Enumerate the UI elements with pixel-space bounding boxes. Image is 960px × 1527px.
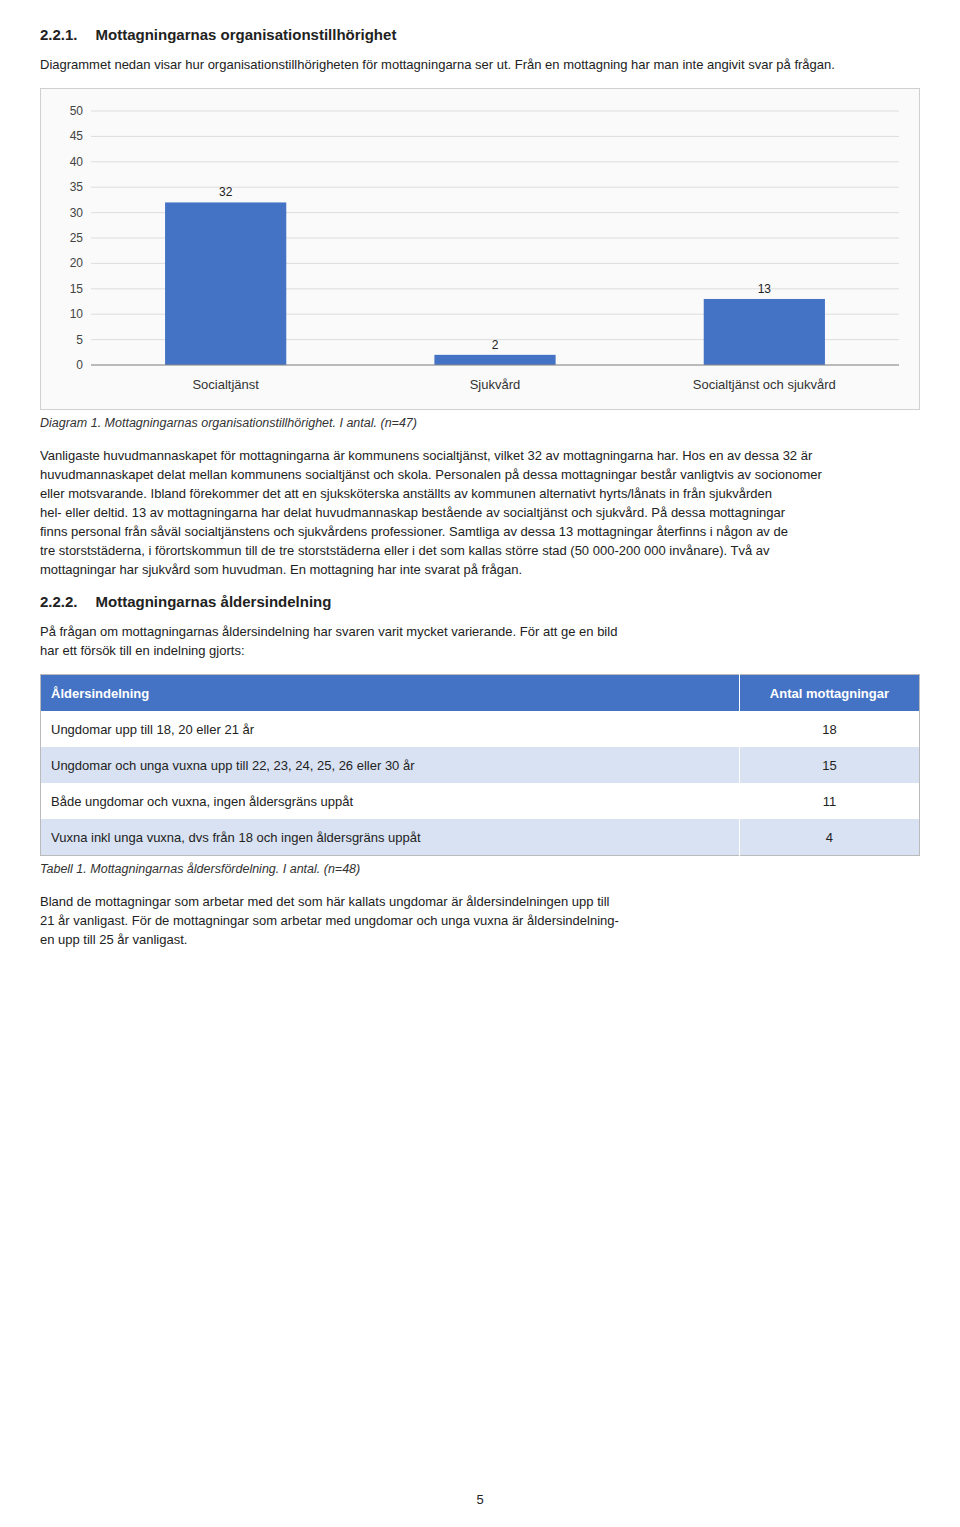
y-tick-label: 40 bbox=[70, 155, 84, 169]
grid bbox=[91, 111, 899, 365]
intro-paragraph: På frågan om mottagningarnas åldersindel… bbox=[40, 622, 920, 660]
text-line: Bland de mottagningar som arbetar med de… bbox=[40, 892, 920, 911]
body-paragraph: Vanligaste huvudmannaskapet för mottagni… bbox=[40, 446, 920, 579]
y-tick-label: 35 bbox=[70, 180, 84, 194]
table-cell: Ungdomar upp till 18, 20 eller 21 år bbox=[41, 711, 740, 747]
chart-box: 0 5 10 15 20 25 30 35 40 45 50 32 2 13 Socialtjänst Sju… bbox=[40, 88, 920, 410]
y-tick-label: 5 bbox=[76, 333, 83, 347]
data-label: 13 bbox=[758, 282, 772, 296]
text-line: På frågan om mottagningarnas åldersindel… bbox=[40, 622, 920, 641]
body-paragraph: Bland de mottagningar som arbetar med de… bbox=[40, 892, 920, 949]
text-line: tre storststäderna, i förortskommun till… bbox=[40, 541, 920, 560]
age-table: ÅldersindelningAntal mottagningarUngdoma… bbox=[40, 674, 920, 856]
page: 2.2.1. Mottagningarnas organisationstillh… bbox=[0, 0, 960, 1527]
text-line: hel- eller deltid. 13 av mottagningarna … bbox=[40, 503, 920, 522]
text-line: eller motsvarande. Ibland förekommer det… bbox=[40, 484, 920, 503]
data-label: 32 bbox=[219, 185, 233, 199]
bar-chart: 0 5 10 15 20 25 30 35 40 45 50 32 2 13 Socialtjänst Sju… bbox=[41, 89, 919, 409]
heading-part: 2.2.2. bbox=[40, 593, 78, 610]
y-tick-label: 20 bbox=[70, 256, 84, 270]
table-head: ÅldersindelningAntal mottagningar bbox=[41, 675, 920, 712]
text-line: har ett försök till en indelning gjorts: bbox=[40, 641, 920, 660]
section-heading: 2.2.1. Mottagningarnas organisationstillh… bbox=[40, 26, 920, 43]
text-line: finns personal från såväl socialtjänsten… bbox=[40, 522, 920, 541]
table-cell: Vuxna inkl unga vuxna, dvs från 18 och i… bbox=[41, 819, 740, 856]
x-tick-label: Socialtjänst bbox=[192, 377, 259, 392]
table-row: Ungdomar upp till 18, 20 eller 21 år18 bbox=[41, 711, 920, 747]
table-row: Ungdomar och unga vuxna upp till 22, 23,… bbox=[41, 747, 920, 783]
heading-part: 2.2.1. bbox=[40, 26, 78, 43]
text-line: mottagningar har sjukvård som huvudman. … bbox=[40, 560, 920, 579]
table-cell: 18 bbox=[739, 711, 919, 747]
data-label: 2 bbox=[492, 338, 499, 352]
table-row: Både ungdomar och vuxna, ingen åldersgrä… bbox=[41, 783, 920, 819]
chart-caption: Diagram 1. Mottagningarnas organisations… bbox=[40, 416, 920, 430]
x-tick-label: Socialtjänst och sjukvård bbox=[693, 377, 836, 392]
y-tick-label: 0 bbox=[76, 358, 83, 372]
x-tick-label: Sjukvård bbox=[470, 377, 521, 392]
text-line: en upp till 25 år vanligast. bbox=[40, 930, 920, 949]
table-cell: Både ungdomar och vuxna, ingen åldersgrä… bbox=[41, 783, 740, 819]
text-line: 21 år vanligast. För de mottagningar som… bbox=[40, 911, 920, 930]
intro-paragraph: Diagrammet nedan visar hur organisations… bbox=[40, 55, 920, 74]
grid-line bbox=[91, 365, 899, 366]
table-cell: 15 bbox=[739, 747, 919, 783]
grid-line bbox=[91, 136, 899, 137]
section-heading: 2.2.2. Mottagningarnas åldersindelning bbox=[40, 593, 920, 610]
y-tick-label: 10 bbox=[70, 307, 84, 321]
grid-line bbox=[91, 187, 899, 188]
heading-part: Mottagningarnas åldersindelning bbox=[96, 593, 332, 610]
y-tick-label: 15 bbox=[70, 282, 84, 296]
bar bbox=[165, 202, 286, 365]
bars bbox=[165, 202, 825, 365]
text-line: Diagrammet nedan visar hur organisations… bbox=[40, 55, 920, 74]
bar bbox=[434, 355, 555, 365]
x-axis-line bbox=[91, 365, 899, 366]
bar bbox=[704, 299, 825, 365]
table-cell: 4 bbox=[739, 819, 919, 856]
grid-line bbox=[91, 111, 899, 112]
header-row: ÅldersindelningAntal mottagningar bbox=[41, 675, 920, 712]
table-cell: 11 bbox=[739, 783, 919, 819]
text-line: Vanligaste huvudmannaskapet för mottagni… bbox=[40, 446, 920, 465]
page-number: 5 bbox=[0, 1492, 960, 1507]
y-tick-label: 25 bbox=[70, 231, 84, 245]
table-cell: Ungdomar och unga vuxna upp till 22, 23,… bbox=[41, 747, 740, 783]
header-cell: Åldersindelning bbox=[41, 675, 740, 712]
heading-part: Mottagningarnas organisationstillhörighe… bbox=[96, 26, 397, 43]
table-row: Vuxna inkl unga vuxna, dvs från 18 och i… bbox=[41, 819, 920, 856]
y-tick-label: 45 bbox=[70, 129, 84, 143]
text-line: huvudmannaskapet delat mellan kommunens … bbox=[40, 465, 920, 484]
y-tick-label: 30 bbox=[70, 206, 84, 220]
table-body: Ungdomar upp till 18, 20 eller 21 år18Un… bbox=[41, 711, 920, 856]
table-caption: Tabell 1. Mottagningarnas åldersfördelni… bbox=[40, 862, 920, 876]
grid-line bbox=[91, 161, 899, 162]
header-cell: Antal mottagningar bbox=[739, 675, 919, 712]
y-tick-label: 50 bbox=[70, 104, 84, 118]
